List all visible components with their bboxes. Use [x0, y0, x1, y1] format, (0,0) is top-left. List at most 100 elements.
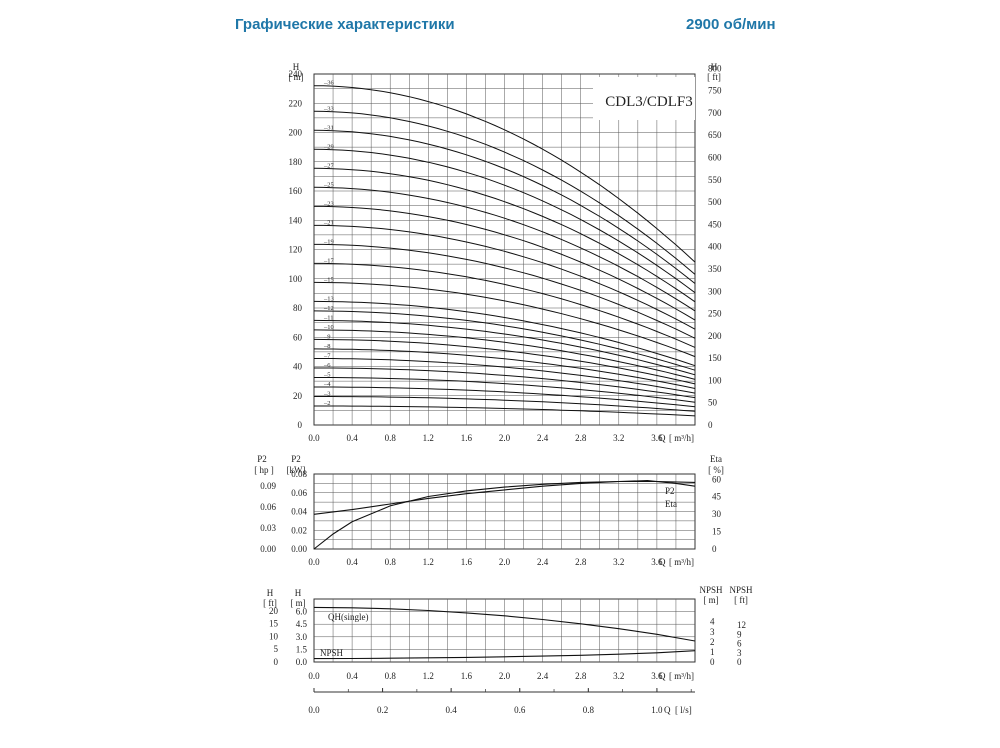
hq-curve	[314, 367, 696, 399]
hq-curve-label: –9	[323, 333, 331, 340]
eta-tick-label: 60	[712, 474, 722, 484]
hq-curve	[314, 405, 696, 417]
power-x-tick-label: 1.6	[461, 557, 473, 567]
hq-y2-tick-label: 500	[708, 197, 722, 207]
hq-y-tick-label: 60	[293, 332, 303, 342]
hq-x-tick-label: 1.2	[423, 433, 434, 443]
npsh-ft-tick-label: 6	[737, 639, 742, 649]
power-hp-tick-label: 0.03	[260, 523, 276, 533]
hq-y2-tick-label: 250	[708, 309, 722, 319]
power-curve-eta	[313, 480, 696, 550]
hq-curve-label: –7	[323, 352, 331, 359]
hq-curve	[314, 205, 696, 321]
hq-x-tick-label: 2.4	[537, 433, 549, 443]
npsh-ft-unit: [ ft]	[734, 595, 748, 605]
qh-m-label: H	[295, 588, 302, 598]
power-x-label: Q	[659, 557, 666, 567]
hq-curve	[314, 358, 696, 394]
hq-curve-label: –36	[323, 80, 335, 87]
npsh-m-tick-label: 4	[710, 617, 715, 627]
hq-y2-tick-label: 300	[708, 286, 722, 296]
hq-curve	[313, 148, 696, 294]
model-label: CDL3/CDLF3	[605, 94, 693, 110]
power-hp-unit: [ hp ]	[254, 465, 274, 475]
hq-curve-label: –31	[323, 124, 334, 131]
qh-m-unit: [ m]	[290, 598, 305, 608]
hq-curve-label: –5	[323, 371, 331, 378]
hq-y2-tick-label: 150	[708, 353, 722, 363]
npsh-x-tick-label: 3.6	[651, 671, 663, 681]
npsh-x-tick-label: 1.2	[423, 671, 434, 681]
power-kw-tick-label: 0.02	[291, 525, 307, 535]
ls-x-label: Q	[664, 705, 671, 715]
power-kw-label: P2	[291, 454, 301, 464]
qh-m-tick-label: 1.5	[296, 644, 308, 654]
hq-x-tick-label: 0.8	[385, 433, 397, 443]
hq-y2-tick-label: 0	[708, 420, 713, 430]
hq-curve-label: –15	[323, 276, 334, 283]
power-x-tick-label: 1.2	[423, 557, 434, 567]
hq-y-tick-label: 20	[293, 391, 303, 401]
header-speed: 2900 об/мин	[686, 16, 776, 33]
hq-curve-label: –2	[323, 400, 331, 407]
hq-curve-label: –8	[323, 343, 331, 350]
hq-curve	[314, 243, 696, 339]
hq-y-tick-label: 120	[289, 245, 303, 255]
hq-curve-label: –4	[323, 381, 331, 388]
hq-curve-label: –10	[323, 324, 334, 331]
power-x-tick-label: 2.0	[499, 557, 511, 567]
qh-ft-unit: [ ft]	[263, 598, 277, 608]
npsh-x-label: Q	[659, 671, 666, 681]
hq-y2-tick-label: 550	[708, 175, 722, 185]
hq-curve-label: –23	[323, 200, 334, 207]
hq-curve-label: –33	[323, 105, 334, 112]
power-x-unit: [ m³/h]	[669, 557, 694, 567]
npsh-x-tick-label: 3.2	[613, 671, 624, 681]
hq-curve-label: –3	[323, 390, 331, 397]
npsh-ft-label: NPSH	[729, 585, 753, 595]
ls-x-tick-label: 0.2	[377, 705, 388, 715]
hq-curve-label: –21	[323, 219, 334, 226]
npsh-x-tick-label: 2.0	[499, 671, 511, 681]
hq-x-unit: [ m³/h]	[669, 433, 694, 443]
hq-x-label: Q	[659, 433, 666, 443]
ls-x-tick-label: 0.6	[514, 705, 526, 715]
hq-y2-tick-label: 650	[708, 130, 722, 140]
hq-curve-label: –27	[323, 162, 335, 169]
eta-curve-label: Eta	[665, 499, 677, 509]
hq-curve	[313, 167, 696, 303]
npsh-x-tick-label: 0.0	[308, 671, 320, 681]
power-kw-unit: [kW]	[287, 465, 306, 475]
power-hp-label: P2	[257, 454, 267, 464]
qh-ft-tick-label: 10	[269, 631, 279, 641]
ls-x-unit: [ l/s]	[675, 705, 692, 715]
header-title: Графические характеристики	[235, 16, 455, 33]
hq-curve	[313, 348, 696, 389]
power-hp-tick-label: 0.09	[260, 481, 276, 491]
npsh-m-tick-label: 2	[710, 637, 715, 647]
npsh-ft-tick-label: 12	[737, 620, 746, 630]
hq-y2-tick-label: 350	[708, 264, 722, 274]
hq-curve	[314, 377, 696, 403]
hq-curve	[313, 186, 696, 312]
power-hp-tick-label: 0.06	[260, 502, 276, 512]
qh-ft-label: H	[267, 588, 274, 598]
hq-y-tick-label: 200	[289, 128, 303, 138]
power-x-tick-label: 3.2	[613, 557, 624, 567]
hq-y-tick-label: 40	[293, 362, 303, 372]
power-kw-tick-label: 0.06	[291, 488, 307, 498]
power-hp-tick-label: 0.00	[260, 544, 276, 554]
hq-curve-label: –13	[323, 295, 334, 302]
hq-y-label-left: H	[293, 62, 300, 72]
npsh-ft-tick-label: 9	[737, 629, 742, 639]
hq-y-unit-right: [ ft]	[707, 72, 721, 82]
hq-curve-label: –11	[323, 314, 334, 321]
hq-x-tick-label: 0.0	[308, 433, 320, 443]
hq-y2-tick-label: 700	[708, 108, 722, 118]
hq-curve	[313, 300, 696, 367]
hq-x-tick-label: 3.2	[613, 433, 624, 443]
eta-tick-label: 30	[712, 509, 722, 519]
hq-curve	[313, 329, 696, 380]
hq-y2-tick-label: 450	[708, 219, 722, 229]
